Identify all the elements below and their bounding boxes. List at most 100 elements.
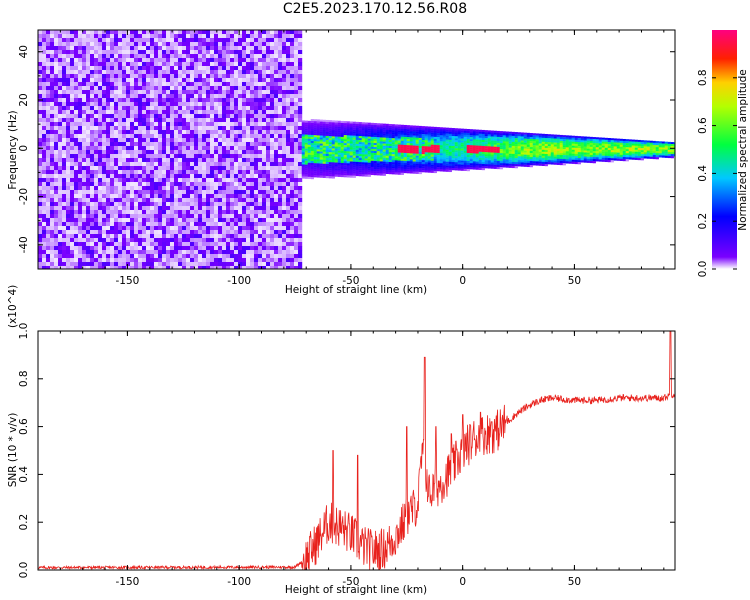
heatmap-cell xyxy=(258,262,263,267)
heatmap-cell xyxy=(62,258,67,263)
heatmap-cell xyxy=(122,142,127,147)
heatmap-cell xyxy=(82,74,87,79)
heatmap-cell xyxy=(190,46,195,51)
heatmap-cell xyxy=(282,86,287,91)
heatmap-cell xyxy=(258,210,263,215)
heatmap-cell xyxy=(146,102,151,107)
heatmap-cell xyxy=(364,140,368,143)
heatmap-cell xyxy=(270,170,275,175)
heatmap-cell xyxy=(182,62,187,67)
heatmap-cell xyxy=(403,132,407,136)
heatmap-cell xyxy=(391,170,395,173)
heatmap-cell xyxy=(126,142,131,147)
heatmap-cell xyxy=(262,166,267,171)
heatmap-cell xyxy=(138,214,143,219)
heatmap-cell xyxy=(274,210,279,215)
heatmap-cell xyxy=(82,142,87,147)
heatmap-cell xyxy=(54,54,59,59)
heatmap-cell xyxy=(66,262,71,267)
heatmap-cell xyxy=(202,250,207,255)
heatmap-cell xyxy=(214,230,219,235)
heatmap-cell xyxy=(166,106,171,111)
heatmap-cell xyxy=(154,246,159,251)
heatmap-cell xyxy=(226,134,231,139)
heatmap-cell xyxy=(138,206,143,211)
heatmap-cell xyxy=(234,154,239,159)
heatmap-cell xyxy=(391,142,395,145)
heatmap-cell xyxy=(206,58,211,63)
heatmap-cell xyxy=(142,166,147,171)
heatmap-cell xyxy=(226,250,231,255)
heatmap-cell xyxy=(234,250,239,255)
heatmap-cell xyxy=(186,94,191,99)
heatmap-cell xyxy=(110,46,115,51)
heatmap-cell xyxy=(218,186,223,191)
heatmap-cell xyxy=(158,182,163,187)
heatmap-cell xyxy=(50,58,55,63)
heatmap-cell xyxy=(282,258,287,263)
heatmap-cell xyxy=(274,130,279,135)
heatmap-cell xyxy=(194,30,199,35)
heatmap-cell xyxy=(50,106,55,111)
heatmap-cell xyxy=(316,123,320,126)
heatmap-cell xyxy=(262,138,267,143)
heatmap-cell xyxy=(150,174,155,179)
heatmap-cell xyxy=(266,110,271,115)
heatmap-cell xyxy=(254,162,259,167)
heatmap-cell xyxy=(388,163,392,167)
heatmap-cell xyxy=(218,154,223,159)
heatmap-cell xyxy=(94,30,99,35)
heatmap-cell xyxy=(142,198,147,203)
heatmap-cell xyxy=(50,62,55,67)
heatmap-cell xyxy=(355,127,359,131)
heatmap-cell xyxy=(66,130,71,135)
heatmap-cell xyxy=(258,74,263,79)
heatmap-cell xyxy=(226,74,231,79)
heatmap-cell xyxy=(66,182,71,187)
heatmap-cell xyxy=(190,154,195,159)
heatmap-cell xyxy=(50,194,55,199)
heatmap-cell xyxy=(385,133,389,137)
heatmap-cell xyxy=(162,122,167,127)
heatmap-cell xyxy=(66,198,71,203)
heatmap-cell xyxy=(316,145,320,148)
heatmap-cell xyxy=(218,38,223,43)
heatmap-cell xyxy=(397,166,401,169)
heatmap-cell xyxy=(313,169,317,172)
heatmap-cell xyxy=(174,66,179,71)
heatmap-cell xyxy=(166,102,171,107)
heatmap-cell xyxy=(162,138,167,143)
heatmap-cell xyxy=(126,130,131,135)
heatmap-cell xyxy=(346,167,350,170)
heatmap-cell xyxy=(202,98,207,103)
heatmap-cell xyxy=(134,122,139,127)
heatmap-cell xyxy=(266,214,271,219)
heatmap-cell xyxy=(234,206,239,211)
heatmap-cell xyxy=(198,138,203,143)
heatmap-cell xyxy=(358,164,362,167)
heatmap-cell xyxy=(202,198,207,203)
heatmap-cell xyxy=(138,134,143,139)
heatmap-cell xyxy=(294,86,299,91)
heatmap-cell xyxy=(138,82,143,87)
heatmap-cell xyxy=(222,182,227,187)
heatmap-cell xyxy=(58,70,63,75)
heatmap-cell xyxy=(110,118,115,123)
heatmap-cell xyxy=(54,166,59,171)
heatmap-cell xyxy=(286,38,291,43)
heatmap-cell xyxy=(182,206,187,211)
heatmap-cell xyxy=(182,154,187,159)
heatmap-cell xyxy=(310,133,314,136)
heatmap-cell xyxy=(294,146,299,151)
heatmap-cell xyxy=(74,210,79,215)
heatmap-cell xyxy=(150,58,155,63)
heatmap-cell xyxy=(379,155,383,158)
heatmap-cell xyxy=(218,90,223,95)
heatmap-cell xyxy=(170,162,175,167)
heatmap-cell xyxy=(190,222,195,227)
heatmap-cell xyxy=(310,159,314,162)
heatmap-cell xyxy=(364,122,368,125)
heatmap-cell xyxy=(415,135,419,138)
heatmap-cell xyxy=(238,194,243,199)
heatmap-cell xyxy=(50,186,55,191)
